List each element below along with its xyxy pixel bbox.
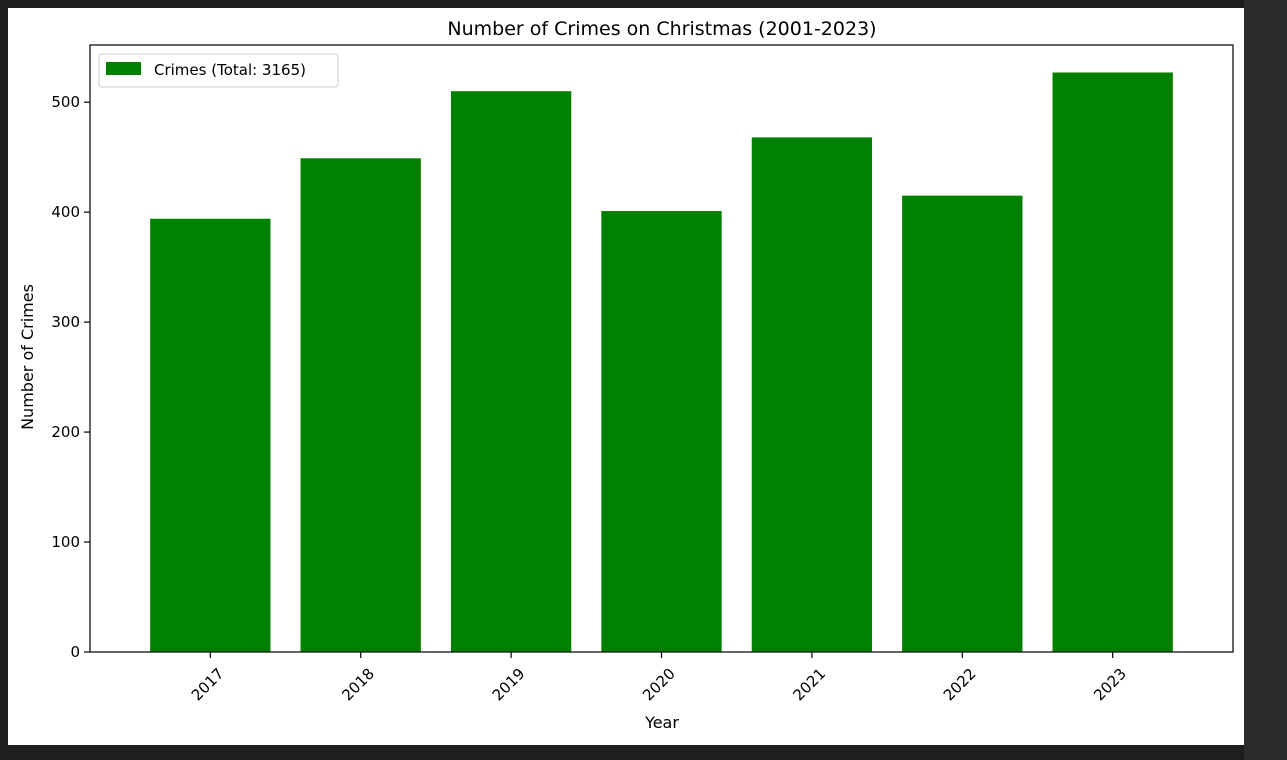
- bar-2020: [601, 211, 722, 652]
- bars-layer: [150, 72, 1173, 653]
- bar-2017: [150, 218, 271, 653]
- chart-title: Number of Crimes on Christmas (2001-2023…: [447, 18, 876, 40]
- window-edge: [1244, 0, 1287, 760]
- y-tick-label: 300: [51, 313, 80, 331]
- x-tick-label: 2022: [940, 665, 980, 705]
- x-tick-label: 2017: [188, 665, 228, 705]
- x-tick-label: 2023: [1090, 665, 1130, 705]
- bar-chart: Number of Crimes on Christmas (2001-2023…: [18, 18, 1234, 732]
- x-tick-label: 2018: [338, 665, 378, 705]
- legend-label: Crimes (Total: 3165): [154, 61, 306, 79]
- y-tick-label: 400: [51, 203, 80, 221]
- x-axis-label: Year: [644, 713, 679, 732]
- y-tick-label: 200: [51, 423, 80, 441]
- legend: Crimes (Total: 3165): [98, 53, 339, 88]
- y-axis-ticks: 0 100 200 300 400 500: [51, 93, 90, 661]
- bar-2023: [1052, 72, 1173, 652]
- bar-2022: [902, 195, 1023, 652]
- plot-frame: [89, 44, 1234, 653]
- x-tick-label: 2020: [639, 665, 679, 705]
- bar-2021: [751, 137, 873, 652]
- x-axis-ticks: 2017 2018 2019 2020 2021 2022 2023: [188, 652, 1130, 704]
- legend-swatch: [106, 62, 141, 75]
- legend-box: [98, 53, 339, 88]
- x-tick-label: 2021: [789, 665, 829, 705]
- y-tick-label: 100: [51, 533, 80, 551]
- y-tick-label: 0: [70, 643, 80, 661]
- bar-2019: [450, 91, 572, 652]
- bar-2018: [300, 158, 421, 652]
- figure: Number of Crimes on Christmas (2001-2023…: [8, 8, 1244, 745]
- x-tick-label: 2019: [489, 665, 529, 705]
- y-tick-label: 500: [51, 93, 80, 111]
- y-axis-label: Number of Crimes: [18, 284, 37, 430]
